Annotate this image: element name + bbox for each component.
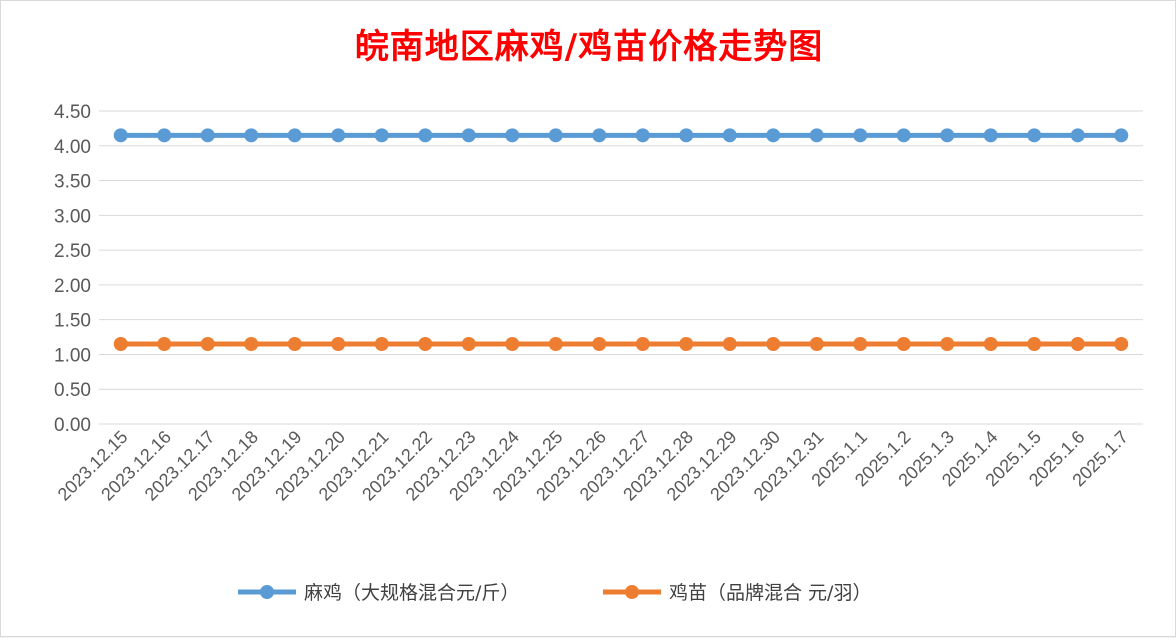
data-point — [200, 337, 215, 352]
data-point — [809, 128, 824, 143]
data-point — [244, 128, 259, 143]
data-point — [809, 337, 824, 352]
data-point — [113, 128, 128, 143]
data-point — [461, 337, 476, 352]
data-point — [157, 128, 172, 143]
data-point — [548, 337, 563, 352]
data-point — [374, 128, 389, 143]
data-point — [505, 337, 520, 352]
data-point — [461, 128, 476, 143]
legend-label: 鸡苗（品牌混合 元/羽） — [669, 582, 871, 604]
data-point — [287, 128, 302, 143]
y-tick-label: 4.00 — [54, 137, 91, 158]
data-point — [896, 337, 911, 352]
y-tick-label: 2.50 — [54, 241, 91, 262]
y-tick-label: 2.00 — [54, 276, 91, 297]
data-point — [983, 128, 998, 143]
data-point — [853, 337, 868, 352]
data-point — [896, 128, 911, 143]
data-point — [1114, 128, 1129, 143]
data-point — [113, 337, 128, 352]
data-point — [592, 128, 607, 143]
legend-swatch-marker — [625, 585, 639, 599]
data-point — [1070, 128, 1085, 143]
data-point — [1027, 337, 1042, 352]
y-tick-label: 1.50 — [54, 311, 91, 332]
data-point — [374, 337, 389, 352]
y-tick-label: 3.00 — [54, 206, 91, 227]
y-tick-label: 3.50 — [54, 172, 91, 193]
data-point — [592, 337, 607, 352]
data-point — [722, 128, 737, 143]
y-tick-label: 1.00 — [54, 345, 91, 366]
y-tick-label: 0.50 — [54, 380, 91, 401]
data-point — [244, 337, 259, 352]
data-point — [1114, 337, 1129, 352]
data-point — [200, 128, 215, 143]
legend-label: 麻鸡（大规格混合元/斤） — [304, 582, 519, 604]
data-point — [679, 337, 694, 352]
chart-title: 皖南地区麻鸡/鸡苗价格走势图 — [354, 27, 824, 67]
y-tick-label: 0.00 — [54, 415, 91, 436]
data-point — [722, 337, 737, 352]
data-point — [766, 337, 781, 352]
data-point — [1027, 128, 1042, 143]
data-point — [635, 337, 650, 352]
data-point — [853, 128, 868, 143]
data-point — [635, 128, 650, 143]
data-point — [418, 337, 433, 352]
data-point — [287, 337, 302, 352]
data-point — [418, 128, 433, 143]
data-point — [940, 337, 955, 352]
legend-swatch-marker — [260, 585, 274, 599]
data-point — [505, 128, 520, 143]
data-point — [983, 337, 998, 352]
y-tick-label: 4.50 — [54, 102, 91, 123]
data-point — [548, 128, 563, 143]
data-point — [766, 128, 781, 143]
data-point — [331, 128, 346, 143]
data-point — [157, 337, 172, 352]
data-point — [331, 337, 346, 352]
data-point — [1070, 337, 1085, 352]
data-point — [679, 128, 694, 143]
data-point — [940, 128, 955, 143]
